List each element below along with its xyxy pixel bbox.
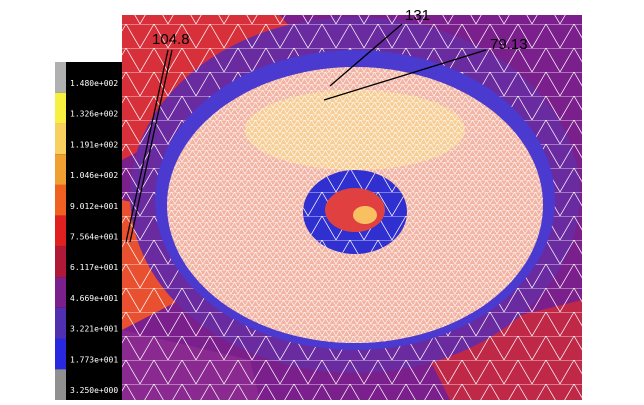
legend-swatch [55,92,66,124]
legend-swatch [55,215,66,247]
legend: 1.480e+002 1.326e+002 1.191e+002 1.046e+002… [55,62,122,400]
annotation: 104.8 [152,31,190,48]
legend-swatch [55,277,66,308]
legend-swatch [55,184,66,216]
legend-swatch [55,246,66,278]
legend-swatch [55,369,66,400]
legend-swatch [55,307,66,339]
annotation: 79.13 [490,36,528,53]
annotation-leaders [125,23,487,243]
legend-label: 1.191e+002 [70,140,118,149]
legend-label: 3.250e+000 [70,386,118,395]
legend-label: 1.046e+002 [70,171,118,180]
legend-label: 1.480e+002 [70,79,118,88]
legend-label: 6.117e+001 [70,263,118,272]
legend-label: 7.564e+001 [70,233,118,242]
model [122,15,582,400]
legend-swatch [55,123,66,155]
legend-label: 1.326e+002 [70,110,118,119]
legend-swatch [55,338,66,370]
legend-label: 3.221e+001 [70,325,118,334]
legend-swatch [55,154,66,185]
legend-label: 4.669e+001 [70,294,118,303]
annotation: 131 [405,7,430,24]
legend-label: 1.773e+001 [70,355,118,364]
legend-label: 9.012e+001 [70,202,118,211]
legend-swatch [55,62,66,93]
